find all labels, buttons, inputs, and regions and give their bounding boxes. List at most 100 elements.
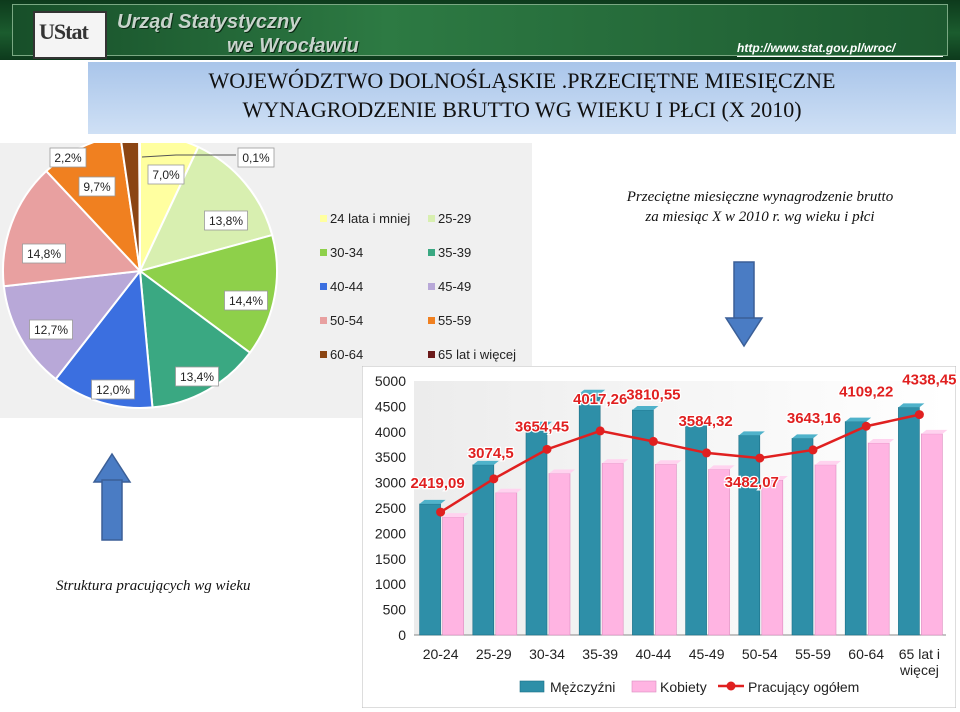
total-point — [914, 410, 924, 420]
up-arrow-icon — [92, 452, 132, 541]
pie-label-text: 14,4% — [229, 294, 263, 308]
legend-marker-total — [726, 681, 736, 691]
logo-text: UStat — [39, 19, 89, 44]
bar-women-top — [602, 459, 629, 464]
bar-women — [601, 462, 624, 636]
bar-men — [738, 435, 761, 636]
pie-label-text: 9,7% — [83, 180, 111, 194]
url-underline — [737, 56, 943, 57]
legend-label: 55-59 — [438, 313, 471, 328]
bar-men-top — [845, 417, 872, 422]
x-tick-label: 65 lat i — [899, 646, 940, 662]
bar-men-top — [526, 421, 552, 426]
total-point — [702, 448, 712, 458]
legend-label-total: Pracujący ogółem — [748, 679, 859, 695]
bar-men — [844, 421, 867, 636]
bar-women — [442, 516, 464, 636]
legend-label-men: Mężczyźni — [550, 679, 615, 695]
pie-data-label: 14,8% — [22, 243, 66, 264]
pie-data-label: 7,0% — [147, 164, 185, 185]
legend-swatch-men — [519, 680, 545, 693]
website-url[interactable]: http://www.stat.gov.pl/wroc/ — [737, 41, 896, 55]
pie-label-box — [78, 176, 116, 197]
bar-men — [525, 425, 548, 636]
office-name-line2: we Wrocławiu — [227, 35, 359, 57]
legend-label: 35-39 — [438, 245, 471, 260]
total-point — [542, 444, 552, 454]
pie-data-label: 14,4% — [224, 290, 268, 311]
legend-label: 60-64 — [330, 347, 363, 362]
pie-data-label: 12,7% — [29, 319, 73, 340]
total-data-label: 3654,45 — [515, 418, 569, 435]
bar-women — [708, 469, 730, 636]
pie-chart: 7,0% 13,8% 14,4% 13,4% 12,0% 12,7% 14,8% 9,7% 2,… — [2, 132, 516, 409]
x-tick-label: 30-34 — [529, 646, 565, 662]
legend-swatch — [320, 351, 327, 358]
page-title: WOJEWÓDZTWO DOLNOŚLĄSKIE .PRZECIĘTNE MIE… — [88, 66, 956, 124]
pie-label-text: 14,8% — [27, 247, 61, 261]
pie-label-box — [175, 366, 219, 387]
bar-men-top — [685, 422, 712, 427]
bar-women — [655, 464, 677, 636]
x-tick-label: 45-49 — [689, 646, 725, 662]
office-name-line1: Urząd Statystyczny — [117, 11, 301, 33]
pie-chart-caption: Struktura pracujących wg wieku — [56, 578, 251, 594]
legend-label: 30-34 — [330, 245, 363, 260]
legend-label: 65 lat i więcej — [438, 347, 516, 362]
total-line — [439, 413, 920, 514]
bar-chart-subtitle: Przeciętne miesięczne wynagrodzenie brut… — [560, 187, 960, 227]
y-tick-label: 2500 — [375, 500, 406, 516]
total-data-label: 3584,32 — [678, 413, 732, 430]
x-tick-label: 35-39 — [582, 646, 618, 662]
bar-women-top — [495, 488, 522, 493]
bar-women — [761, 479, 784, 636]
legend-swatch — [320, 283, 327, 290]
bar-women-top — [442, 513, 469, 518]
bar-women-top — [655, 460, 682, 465]
bar-men-top — [738, 431, 765, 436]
total-point — [755, 453, 765, 463]
pie-slice — [138, 268, 252, 409]
bar-men — [791, 438, 814, 636]
bar-men — [578, 393, 601, 636]
pie-label-box — [237, 147, 275, 168]
bar-women-top — [815, 460, 841, 465]
pie-label-box — [29, 319, 73, 340]
legend-swatch — [320, 317, 327, 324]
header-frame: UStat Urząd Statystyczny we Wrocławiu ht… — [12, 4, 948, 59]
bar-women-top — [921, 429, 948, 434]
legend-label: 24 lata i mniej — [330, 211, 410, 226]
bar-men-top — [419, 499, 446, 504]
bar-men — [685, 425, 707, 636]
header-banner: UStat Urząd Statystyczny we Wrocławiu ht… — [0, 0, 960, 60]
pie-label-box — [49, 147, 87, 168]
bar-women — [814, 464, 837, 636]
legend-swatch — [428, 283, 435, 290]
bar-chart: 0 500 1000 1500 2000 2500 3000 3500 4000 4500 5000… — [362, 366, 956, 708]
total-point — [861, 421, 871, 431]
x-tick-label: więcej — [899, 662, 939, 678]
y-tick-label: 500 — [383, 602, 407, 618]
total-data-label: 3810,55 — [626, 386, 680, 403]
total-point — [489, 474, 499, 484]
y-tick-label: 4000 — [375, 424, 406, 440]
total-data-label: 4017,26 — [573, 391, 627, 408]
pie-data-label: 0,1% — [237, 147, 275, 168]
bar-men — [472, 464, 495, 636]
total-point — [648, 436, 658, 446]
bar-women — [495, 492, 518, 636]
bar-men-top — [898, 403, 925, 408]
bar-women — [921, 433, 943, 636]
total-point — [808, 445, 818, 455]
x-tick-label: 20-24 — [423, 646, 459, 662]
ustat-logo: UStat — [33, 11, 107, 59]
legend-label: 40-44 — [330, 279, 363, 294]
pie-leader-line — [141, 154, 236, 158]
down-arrow-icon — [724, 261, 764, 348]
y-tick-label: 3000 — [375, 475, 406, 491]
bar-women-top — [549, 469, 575, 474]
title-box: WOJEWÓDZTWO DOLNOŚLĄSKIE .PRZECIĘTNE MIE… — [88, 62, 956, 134]
legend-swatch — [320, 249, 327, 256]
total-data-label: 3074,5 — [468, 445, 514, 462]
subtitle-line-2: za miesiąc X w 2010 r. wg wieku i płci — [645, 209, 875, 225]
